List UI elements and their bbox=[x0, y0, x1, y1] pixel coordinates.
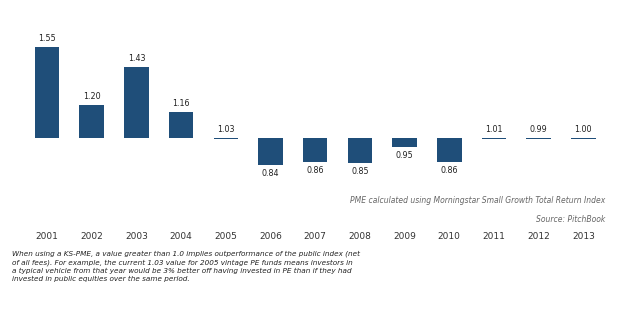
Bar bbox=[169, 112, 193, 138]
Text: 0.85: 0.85 bbox=[351, 167, 369, 176]
Bar bbox=[124, 67, 149, 138]
Bar bbox=[481, 138, 506, 139]
Text: 1.01: 1.01 bbox=[485, 125, 502, 133]
Text: 2005: 2005 bbox=[214, 232, 237, 241]
Text: 2010: 2010 bbox=[438, 232, 460, 241]
Bar bbox=[437, 138, 462, 162]
Bar bbox=[392, 138, 417, 147]
Bar bbox=[35, 47, 59, 138]
Text: 2011: 2011 bbox=[483, 232, 506, 241]
Text: 0.84: 0.84 bbox=[262, 169, 279, 178]
Text: 2008: 2008 bbox=[349, 232, 371, 241]
Text: 2012: 2012 bbox=[527, 232, 550, 241]
Bar bbox=[527, 138, 551, 139]
Bar bbox=[214, 138, 238, 139]
Text: 2003: 2003 bbox=[125, 232, 148, 241]
Text: 0.95: 0.95 bbox=[396, 151, 413, 160]
Text: 2007: 2007 bbox=[303, 232, 327, 241]
Bar bbox=[80, 105, 104, 138]
Text: Source: PitchBook: Source: PitchBook bbox=[536, 214, 606, 224]
Text: 0.86: 0.86 bbox=[441, 166, 458, 175]
Bar bbox=[258, 138, 283, 165]
Text: PME calculated using Morningstar Small Growth Total Return Index: PME calculated using Morningstar Small G… bbox=[350, 196, 606, 205]
Text: When using a KS-PME, a value greater than 1.0 implies outperformance of the publ: When using a KS-PME, a value greater tha… bbox=[12, 250, 360, 282]
Text: 1.43: 1.43 bbox=[128, 54, 145, 63]
Text: 1.16: 1.16 bbox=[172, 99, 190, 108]
Text: 2004: 2004 bbox=[170, 232, 192, 241]
Text: 1.03: 1.03 bbox=[217, 125, 235, 133]
Text: 1.55: 1.55 bbox=[38, 34, 56, 43]
Text: 0.99: 0.99 bbox=[530, 125, 548, 133]
Bar bbox=[303, 138, 328, 162]
Text: 2002: 2002 bbox=[80, 232, 103, 241]
Text: 0.86: 0.86 bbox=[307, 166, 324, 175]
Text: 2013: 2013 bbox=[572, 232, 595, 241]
Text: 2009: 2009 bbox=[393, 232, 416, 241]
Text: 2006: 2006 bbox=[259, 232, 282, 241]
Text: 1.20: 1.20 bbox=[83, 92, 101, 101]
Bar bbox=[571, 138, 596, 139]
Text: 2001: 2001 bbox=[36, 232, 59, 241]
Text: 1.00: 1.00 bbox=[575, 125, 592, 133]
Bar bbox=[347, 138, 372, 163]
